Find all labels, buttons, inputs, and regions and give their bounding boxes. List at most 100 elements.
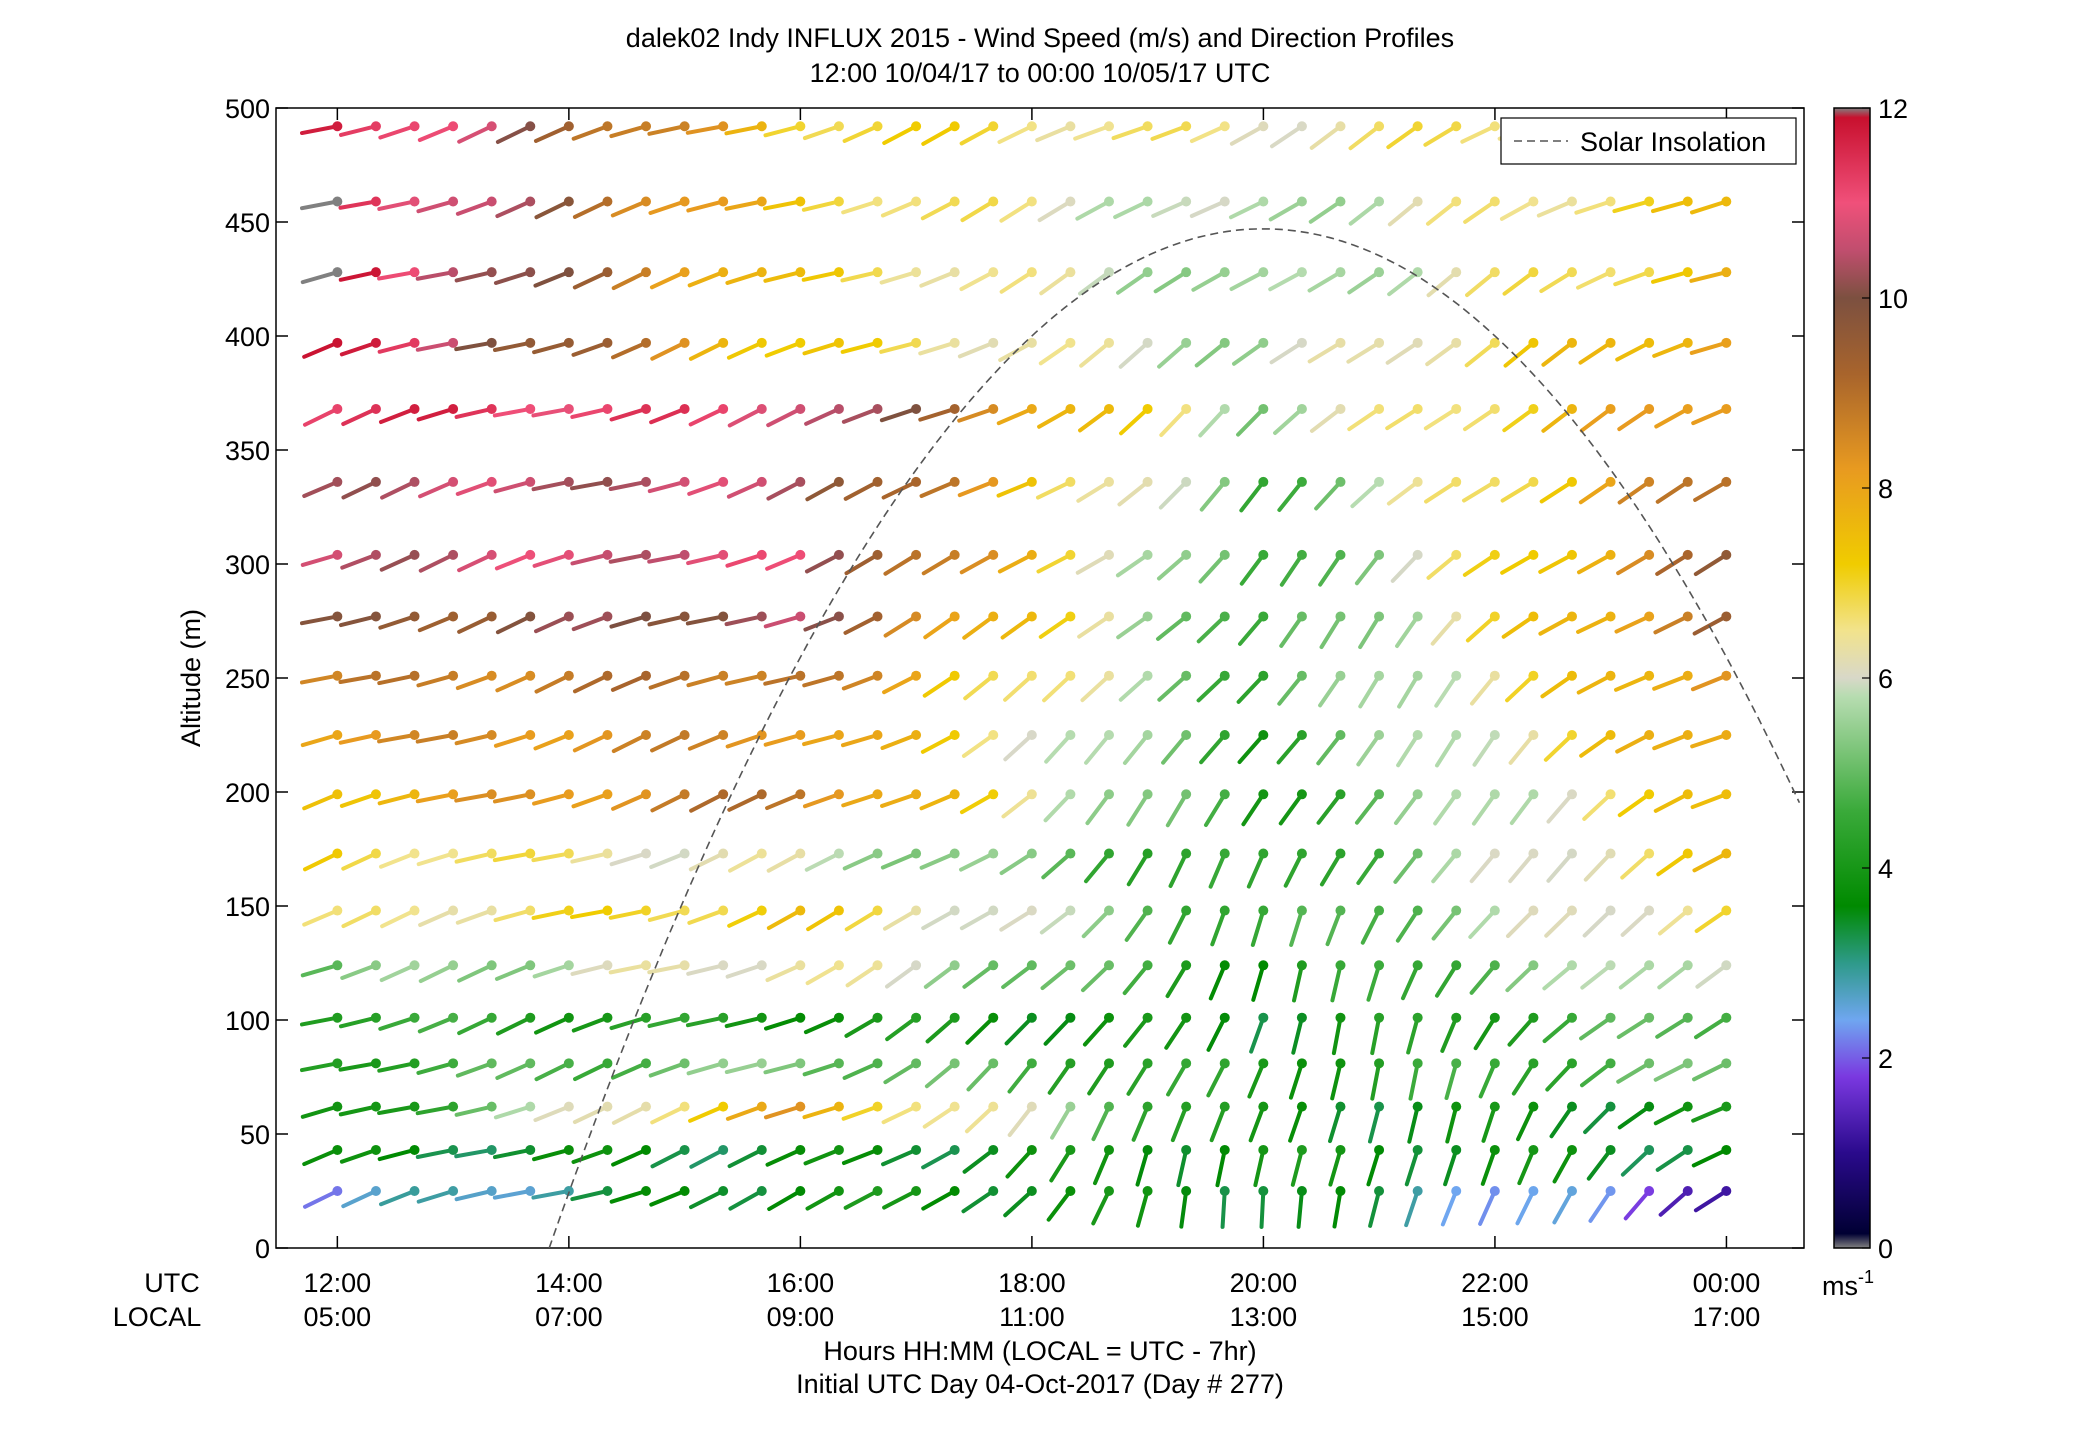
wind-barb [1118, 340, 1150, 369]
wind-barb-head [563, 549, 574, 560]
utc-row-label: UTC [144, 1268, 200, 1298]
wind-barb [571, 792, 610, 809]
wind-barb-head [679, 337, 690, 348]
wind-barb-head [1566, 730, 1577, 740]
wind-barb-head [409, 1144, 420, 1155]
wind-barb [1049, 1147, 1073, 1183]
wind-barb-head [833, 1186, 844, 1196]
wind-barb-head [1489, 1144, 1500, 1155]
wind-barb-head [525, 476, 536, 487]
wind-barb [1580, 963, 1613, 990]
wind-barb [341, 406, 378, 427]
wind-barb-head [911, 403, 922, 414]
wind-barb-head [1142, 1144, 1153, 1155]
wind-barb [1330, 1061, 1343, 1101]
wind-barb [963, 673, 996, 701]
wind-barb [1238, 614, 1266, 646]
wind-barb [1390, 552, 1420, 583]
wind-barb [1037, 199, 1073, 223]
wind-barb-head [1412, 196, 1423, 207]
wind-barb-head [641, 1186, 652, 1196]
wind-barb-head [833, 848, 844, 859]
wind-barb-head [1374, 196, 1385, 207]
wind-barb-head [1644, 196, 1655, 207]
wind-barb [416, 851, 456, 867]
wind-barb-head [1682, 476, 1693, 487]
wind-barb [1404, 1189, 1420, 1228]
wind-barb [964, 1104, 996, 1134]
wind-barb [960, 199, 996, 223]
wind-barb-head [1528, 960, 1539, 971]
wind-barb [1620, 851, 1652, 880]
wind-barb [1208, 851, 1227, 889]
wind-barb-head [872, 549, 883, 560]
x-tick-label-utc: 14:00 [535, 1268, 603, 1298]
wind-barb [845, 963, 880, 988]
wind-barb [1653, 614, 1690, 635]
wind-barb [920, 733, 957, 754]
wind-barb [1268, 270, 1304, 292]
wind-barb-head [1258, 1144, 1269, 1155]
wind-barb-head [332, 1144, 343, 1155]
wind-barb [966, 1061, 996, 1092]
wind-barb-head [911, 1186, 922, 1196]
wind-barbs [299, 121, 1732, 1229]
wind-barb-head [756, 476, 767, 487]
wind-barb [415, 1147, 456, 1160]
wind-barb [1426, 552, 1459, 580]
wind-barb-head [679, 121, 690, 132]
wind-barb-head [1682, 730, 1693, 740]
wind-barb [1276, 733, 1304, 765]
wind-barb [1164, 1015, 1189, 1050]
wind-barb [1546, 792, 1574, 824]
wind-barb-head [641, 905, 652, 916]
wind-barb [608, 908, 649, 920]
wind-barb [1393, 792, 1420, 826]
wind-barb [1050, 1104, 1073, 1140]
wind-barb-head [563, 789, 574, 800]
wind-barb [1158, 479, 1189, 510]
wind-barb-head [1451, 905, 1462, 916]
wind-barb [1425, 199, 1459, 226]
wind-barb-head [370, 196, 381, 207]
wind-barb-head [1489, 960, 1500, 971]
wind-barb-head [1103, 1012, 1114, 1023]
wind-barb [879, 406, 919, 423]
wind-barb [1151, 199, 1189, 218]
wind-barb [338, 124, 378, 137]
wind-barb-head [448, 905, 459, 916]
wind-barb-head [409, 1058, 420, 1069]
wind-barb-head [1412, 905, 1423, 916]
wind-barb [1288, 1104, 1304, 1143]
wind-barb-head [1566, 670, 1577, 681]
wind-barb [1077, 614, 1111, 639]
wind-barb-head [1181, 789, 1192, 800]
wind-barb [1465, 614, 1497, 643]
wind-barb [570, 851, 610, 864]
wind-barb [804, 552, 841, 574]
wind-barb-head [1026, 670, 1037, 681]
wind-barb-head [1605, 337, 1616, 348]
wind-barb [454, 340, 494, 352]
wind-barb [1431, 908, 1459, 941]
wind-barb [650, 733, 687, 753]
wind-barb-head [911, 730, 922, 740]
wind-barb [415, 270, 456, 281]
wind-barb-head [1142, 1101, 1153, 1112]
wind-barb [1277, 479, 1304, 512]
wind-barb-head [1566, 476, 1577, 487]
wind-barb [957, 340, 996, 359]
wind-barb-head [1219, 730, 1230, 740]
wind-barb-head [1142, 670, 1153, 681]
wind-barb-head [833, 121, 844, 132]
wind-barb [1408, 1061, 1420, 1101]
wind-barb [573, 1061, 610, 1082]
wind-barb [302, 908, 340, 927]
wind-barb-head [1566, 960, 1577, 971]
wind-barb [1078, 270, 1111, 296]
wind-barb [611, 1147, 649, 1167]
wind-barb [650, 1104, 687, 1125]
wind-barb-head [1412, 267, 1423, 278]
wind-barb [999, 270, 1034, 294]
wind-barb [649, 851, 687, 870]
